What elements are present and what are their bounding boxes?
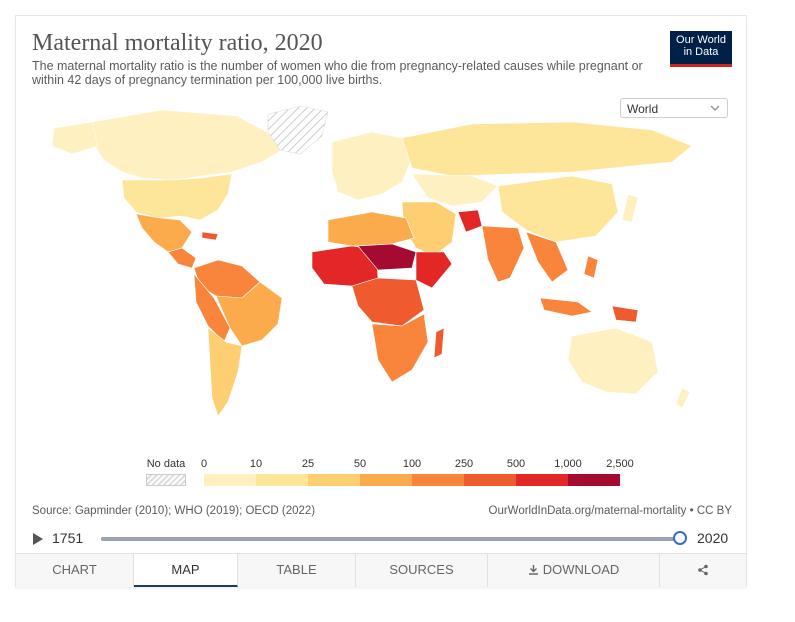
map-indonesia[interactable] xyxy=(539,297,593,317)
map-greenland[interactable] xyxy=(267,105,329,155)
chart-url[interactable]: OurWorldInData.org/maternal-mortality • … xyxy=(488,505,732,517)
map-madagascar[interactable] xyxy=(433,327,445,359)
map-sahel[interactable] xyxy=(357,243,417,271)
map-philippines[interactable] xyxy=(583,255,599,279)
source-text: Source: Gapminder (2010); WHO (2019); OE… xyxy=(32,505,316,517)
map-north-africa[interactable] xyxy=(327,211,415,247)
tab-sources-label: SOURCES xyxy=(389,562,454,577)
page-title: Maternal mortality ratio, 2020 xyxy=(32,30,323,56)
legend-tick-3: 50 xyxy=(353,458,367,470)
map-central-america[interactable] xyxy=(167,247,197,269)
legend-tick-7: 1,000 xyxy=(554,458,582,470)
tab-table[interactable]: TABLE xyxy=(238,554,356,587)
world-map[interactable] xyxy=(32,102,732,422)
tab-download-label: DOWNLOAD xyxy=(542,562,620,577)
map-southern-africa[interactable] xyxy=(371,313,429,383)
map-usa[interactable] xyxy=(121,173,233,221)
legend-tick-5: 250 xyxy=(454,458,474,470)
timeline-fill xyxy=(101,537,683,541)
timeline-start-year[interactable]: 1751 xyxy=(52,530,84,546)
owid-logo[interactable]: Our World in Data xyxy=(670,31,732,67)
map-southeast-asia[interactable] xyxy=(525,231,569,283)
play-icon[interactable] xyxy=(32,532,44,546)
map-india[interactable] xyxy=(481,225,525,283)
legend-tick-8: 2,500 xyxy=(606,458,634,470)
legend-swatch-4[interactable] xyxy=(412,474,464,486)
map-legend: No data 0 10 25 50 100 250 500 1,000 2,5… xyxy=(16,456,746,486)
region-select-value: World xyxy=(627,102,659,116)
map-central-asia[interactable] xyxy=(411,173,499,207)
logo-line1: Our World xyxy=(676,34,726,46)
tab-map[interactable]: MAP xyxy=(134,554,238,587)
tab-sources[interactable]: SOURCES xyxy=(356,554,488,587)
tab-download[interactable]: DOWNLOAD xyxy=(488,554,660,587)
map-mexico[interactable] xyxy=(135,213,193,253)
legend-nodata-swatch[interactable] xyxy=(146,474,186,486)
tab-table-label: TABLE xyxy=(276,562,317,577)
tab-chart[interactable]: CHART xyxy=(16,554,134,587)
map-china[interactable] xyxy=(497,175,619,243)
legend-swatch-3[interactable] xyxy=(360,474,412,486)
map-canada[interactable] xyxy=(91,109,283,181)
map-afghanistan[interactable] xyxy=(457,209,483,233)
map-brazil[interactable] xyxy=(215,281,283,347)
legend-swatch-5[interactable] xyxy=(464,474,516,486)
region-select[interactable]: World xyxy=(620,98,728,118)
legend-swatch-7[interactable] xyxy=(568,474,620,486)
legend-swatch-0[interactable] xyxy=(204,474,256,486)
map-png[interactable] xyxy=(611,305,639,323)
page-subtitle: The maternal mortality ratio is the numb… xyxy=(32,59,643,87)
map-caribbean[interactable] xyxy=(201,231,219,241)
chevron-down-icon xyxy=(710,105,720,112)
timeline-track[interactable] xyxy=(101,537,683,541)
download-icon xyxy=(528,565,538,575)
timeline: 1751 2020 xyxy=(16,528,746,548)
timeline-handle[interactable] xyxy=(673,531,687,545)
legend-swatch-2[interactable] xyxy=(308,474,360,486)
legend-tick-0: 0 xyxy=(200,458,208,470)
map-alaska[interactable] xyxy=(51,121,99,155)
map-australia[interactable] xyxy=(567,327,659,395)
share-icon xyxy=(698,564,708,576)
logo-line2: in Data xyxy=(683,46,719,58)
map-southern-cone[interactable] xyxy=(207,327,243,417)
legend-swatch-1[interactable] xyxy=(256,474,308,486)
legend-tick-4: 100 xyxy=(402,458,422,470)
map-russia[interactable] xyxy=(401,121,693,177)
tab-map-label: MAP xyxy=(171,562,200,577)
tab-chart-label: CHART xyxy=(52,562,97,577)
map-new-zealand[interactable] xyxy=(675,387,691,409)
map-central-africa[interactable] xyxy=(351,277,425,327)
legend-nodata-label: No data xyxy=(146,458,186,470)
share-button[interactable] xyxy=(660,554,746,587)
timeline-end-year[interactable]: 2020 xyxy=(697,530,729,546)
legend-tick-2: 25 xyxy=(301,458,315,470)
map-japan[interactable] xyxy=(621,193,639,223)
map-europe[interactable] xyxy=(331,131,413,201)
tab-bar: CHART MAP TABLE SOURCES DOWNLOAD xyxy=(16,553,746,587)
chart-card: Maternal mortality ratio, 2020 The mater… xyxy=(16,16,746,587)
map-horn-of-africa[interactable] xyxy=(415,251,453,289)
legend-tick-1: 10 xyxy=(249,458,263,470)
legend-tick-6: 500 xyxy=(506,458,526,470)
legend-swatch-6[interactable] xyxy=(516,474,568,486)
